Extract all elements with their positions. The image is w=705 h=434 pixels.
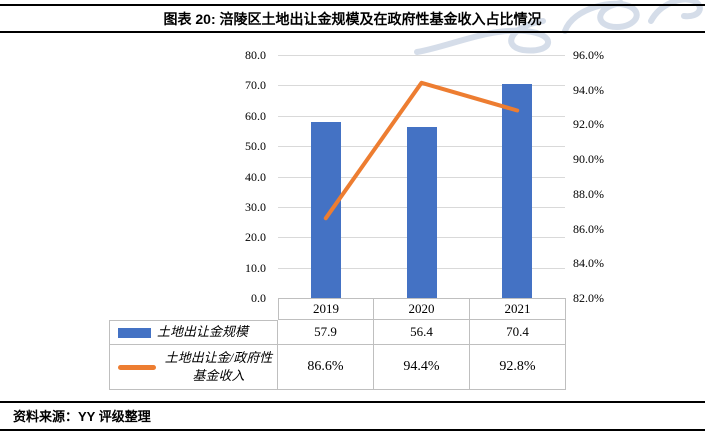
footer-bottom-divider bbox=[0, 429, 705, 431]
value-cell-2019-row1: 57.9 bbox=[278, 320, 374, 345]
left-axis-tick: 60.0 bbox=[245, 108, 266, 123]
right-axis-tick: 92.0% bbox=[573, 117, 604, 132]
bar-2019 bbox=[310, 122, 341, 298]
gridline bbox=[278, 55, 565, 56]
right-axis-tick: 90.0% bbox=[573, 152, 604, 167]
left-axis-tick: 50.0 bbox=[245, 139, 266, 154]
left-axis-tick: 30.0 bbox=[245, 199, 266, 214]
line-series bbox=[323, 80, 520, 221]
watermark bbox=[414, 0, 703, 55]
left-axis-tick: 80.0 bbox=[245, 48, 266, 62]
right-axis-tick: 86.0% bbox=[573, 221, 604, 236]
legend-label: 土地出让金/政府性基金收入 bbox=[164, 349, 273, 383]
left-axis-tick: 70.0 bbox=[245, 78, 266, 93]
line-series-swatch-icon bbox=[118, 364, 156, 370]
top-divider bbox=[0, 4, 705, 6]
table-corner bbox=[109, 298, 278, 320]
value-cell-2021-row1: 70.4 bbox=[470, 320, 566, 345]
left-axis-tick: 20.0 bbox=[245, 230, 266, 245]
legend-bar-series: 土地出让金规模 bbox=[109, 320, 278, 345]
value-cell-2020-row1: 56.4 bbox=[374, 320, 470, 345]
plot-area bbox=[278, 55, 565, 299]
legend-label: 土地出让金规模 bbox=[157, 324, 249, 340]
data-table: 2019 2020 2021 土地出让金规模 57.9 56.4 70.4 土地出让金/政府性… bbox=[109, 298, 566, 390]
page-title: 图表 20: 涪陵区土地出让金规模及在政府性基金收入占比情况 bbox=[163, 11, 542, 27]
footer-top-divider bbox=[0, 401, 705, 403]
year-header-2021: 2021 bbox=[470, 298, 566, 320]
value-cell-2020-row2: 94.4% bbox=[374, 345, 470, 390]
title-divider bbox=[0, 31, 705, 33]
line-series-layer bbox=[323, 80, 520, 221]
year-header-2019: 2019 bbox=[278, 298, 374, 320]
left-axis-tick: 40.0 bbox=[245, 169, 266, 184]
value-cell-2019-row2: 86.6% bbox=[278, 345, 374, 390]
gridline bbox=[278, 115, 565, 117]
right-axis-tick: 82.0% bbox=[573, 291, 604, 305]
legend-line-series: 土地出让金/政府性基金收入 bbox=[109, 345, 278, 390]
right-axis-tick: 96.0% bbox=[573, 48, 604, 62]
source-note: 资料来源：YY 评级整理 bbox=[13, 409, 151, 424]
right-axis-tick: 94.0% bbox=[573, 82, 604, 97]
left-axis-tick: 10.0 bbox=[245, 260, 266, 275]
left-axis-tick: 0.0 bbox=[251, 291, 266, 305]
right-axis-tick: 88.0% bbox=[573, 186, 604, 201]
right-axis-labels: 96.0% 94.0% 92.0% 90.0% 88.0% 86.0% 84.0% 82.0% bbox=[573, 48, 637, 305]
left-axis-labels: 80.0 70.0 60.0 50.0 40.0 30.0 20.0 10.0 0.0 bbox=[208, 48, 266, 305]
year-header-2020: 2020 bbox=[374, 298, 470, 320]
bar-series-swatch-icon bbox=[118, 327, 151, 338]
bar-2021 bbox=[502, 84, 533, 298]
right-axis-tick: 84.0% bbox=[573, 256, 604, 271]
bar-2020 bbox=[406, 126, 437, 298]
value-cell-2021-row2: 92.8% bbox=[470, 345, 566, 390]
